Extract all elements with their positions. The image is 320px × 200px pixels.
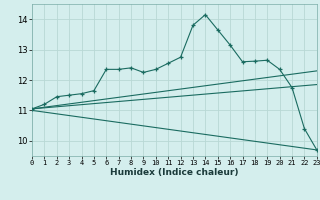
X-axis label: Humidex (Indice chaleur): Humidex (Indice chaleur) (110, 168, 239, 177)
